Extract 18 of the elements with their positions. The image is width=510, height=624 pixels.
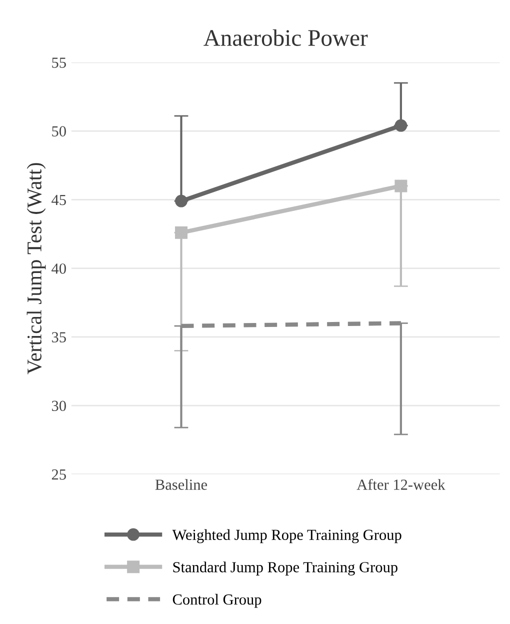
y-tick-label: 35 <box>52 332 66 342</box>
point <box>394 119 408 132</box>
point <box>174 226 188 239</box>
legend-label: Weighted Jump Rope Training Group <box>172 529 402 544</box>
y-axis-title: Vertical Jump Test (Watt) <box>26 163 46 374</box>
point <box>174 194 188 208</box>
y-tick-label: 50 <box>52 126 66 136</box>
point <box>394 180 408 192</box>
chart-title: Anaerobic Power <box>204 29 368 46</box>
x-tick-label: After 12-week <box>356 478 446 490</box>
y-tick-label: 45 <box>52 194 66 206</box>
x-tick-label: Baseline <box>155 479 208 490</box>
y-tick-label: 40 <box>52 263 66 274</box>
y-tick-label: 25 <box>52 469 66 480</box>
y-tick-label: 30 <box>52 400 66 412</box>
legend-label: Control Group <box>172 594 262 608</box>
y-tick-label: 55 <box>52 58 66 68</box>
legend-label: Standard Jump Rope Training Group <box>173 562 398 576</box>
